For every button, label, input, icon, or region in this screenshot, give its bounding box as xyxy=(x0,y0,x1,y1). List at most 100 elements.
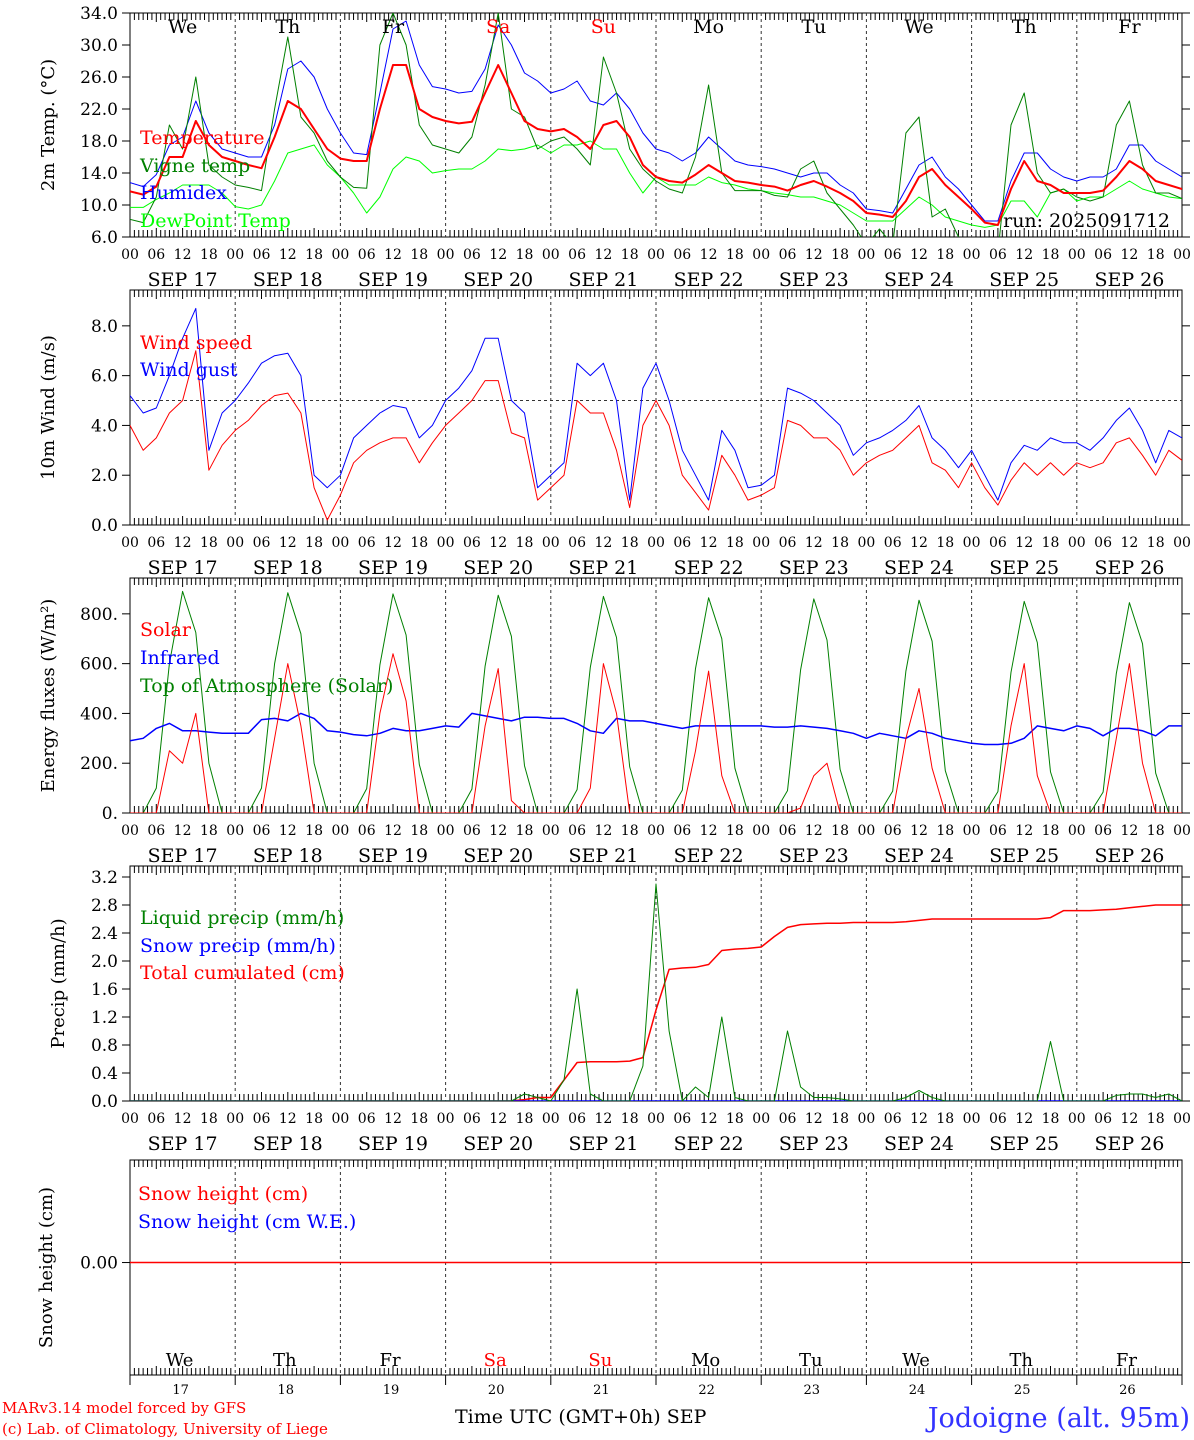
day-name: Th xyxy=(273,1350,297,1371)
day-name: We xyxy=(904,16,933,38)
hour-label: 12 xyxy=(1120,247,1138,263)
y-axis-title: 2m Temp. (°C) xyxy=(38,59,59,191)
hour-label: 12 xyxy=(594,1111,612,1127)
day-name: We xyxy=(168,16,197,38)
y-tick-label: 2.8 xyxy=(91,896,118,916)
legend-entry: Temperature xyxy=(140,127,264,149)
y-tick-label: 2.0 xyxy=(91,466,118,486)
hour-label: 18 xyxy=(726,535,744,551)
hour-label: 18 xyxy=(305,823,323,839)
hour-label: 06 xyxy=(989,247,1007,263)
hour-label: 00 xyxy=(121,1111,139,1127)
legend-entry: Liquid precip (mm/h) xyxy=(140,907,344,929)
y-tick-label: 0. xyxy=(102,804,118,824)
date-label: SEP 21 xyxy=(568,269,638,291)
date-label: SEP 23 xyxy=(779,557,849,579)
hour-label: 06 xyxy=(147,1111,165,1127)
hour-label: 06 xyxy=(989,823,1007,839)
hour-label: 06 xyxy=(568,535,586,551)
hour-label: 00 xyxy=(542,823,560,839)
hour-label: 12 xyxy=(910,535,928,551)
hour-label: 18 xyxy=(1147,535,1165,551)
hour-label: 12 xyxy=(700,247,718,263)
hour-label: 18 xyxy=(1147,247,1165,263)
panel-1: 6.0 10.0 14.0 18.0 22.0 26.0 30.0 34.0 2m Temp. … xyxy=(38,4,1191,291)
hour-label: 00 xyxy=(1068,823,1086,839)
date-label: SEP 23 xyxy=(779,845,849,867)
plot-frame xyxy=(129,12,1183,238)
y-axis-title: Precip (mm/h) xyxy=(48,918,69,1048)
hour-label: 06 xyxy=(358,247,376,263)
hour-label: 06 xyxy=(884,823,902,839)
hour-label: 06 xyxy=(147,535,165,551)
day-number: 24 xyxy=(909,1383,926,1398)
y-tick-label: 1.2 xyxy=(91,1008,118,1028)
hour-label: 12 xyxy=(279,247,297,263)
y-tick-label: 2.0 xyxy=(91,952,118,972)
y-tick-label: 14.0 xyxy=(80,164,118,184)
series-line-top-of-atmosphere-solar- xyxy=(130,590,1182,813)
hour-label: 00 xyxy=(437,823,455,839)
day-name: Su xyxy=(591,16,616,38)
panel-5: 0.00 Snow height (cm) Snow height (cm) Snow… xyxy=(36,1159,1190,1376)
series-line-wind-speed xyxy=(130,350,1182,521)
hour-label: 00 xyxy=(963,1111,981,1127)
hour-label: 18 xyxy=(305,1111,323,1127)
hour-label: 12 xyxy=(384,1111,402,1127)
hour-label: 12 xyxy=(384,535,402,551)
date-label: SEP 20 xyxy=(463,557,533,579)
hour-label: 00 xyxy=(647,247,665,263)
date-label: SEP 25 xyxy=(989,557,1059,579)
date-label: SEP 25 xyxy=(989,1133,1059,1155)
day-number: 18 xyxy=(278,1383,295,1398)
hour-label: 06 xyxy=(673,1111,691,1127)
hour-label: 06 xyxy=(568,247,586,263)
date-label: SEP 19 xyxy=(358,269,428,291)
hour-label: 06 xyxy=(779,535,797,551)
hour-label: 00 xyxy=(226,535,244,551)
run-label: run: 2025091712 xyxy=(1003,210,1170,232)
date-label: SEP 19 xyxy=(358,557,428,579)
hour-label: 12 xyxy=(489,535,507,551)
hour-label: 18 xyxy=(1042,823,1060,839)
date-label: SEP 24 xyxy=(884,845,954,867)
hour-label: 12 xyxy=(279,535,297,551)
hour-label: 06 xyxy=(884,247,902,263)
hour-label: 12 xyxy=(805,1111,823,1127)
hour-label: 06 xyxy=(1094,247,1112,263)
date-label: SEP 26 xyxy=(1094,269,1164,291)
legend-entry: Infrared xyxy=(140,647,220,669)
y-tick-label: 18.0 xyxy=(80,132,118,152)
series-line-vigne-temp xyxy=(130,13,1182,237)
hour-label: 00 xyxy=(542,535,560,551)
hour-label: 00 xyxy=(542,247,560,263)
date-label: SEP 24 xyxy=(884,1133,954,1155)
date-label: SEP 26 xyxy=(1094,845,1164,867)
hour-label: 12 xyxy=(594,535,612,551)
hour-label: 12 xyxy=(700,535,718,551)
hour-label: 18 xyxy=(305,535,323,551)
day-name: Mo xyxy=(693,16,724,38)
y-tick-label: 2.4 xyxy=(91,924,118,944)
hour-label: 06 xyxy=(1094,1111,1112,1127)
hour-label: 12 xyxy=(805,247,823,263)
day-name: Fr xyxy=(1118,16,1141,38)
hour-label: 12 xyxy=(279,1111,297,1127)
hour-label: 18 xyxy=(516,1111,534,1127)
date-label: SEP 23 xyxy=(779,269,849,291)
date-label: SEP 22 xyxy=(674,557,744,579)
hour-label: 18 xyxy=(1042,247,1060,263)
y-axis-title: 10m Wind (m/s) xyxy=(38,335,59,480)
hour-label: 00 xyxy=(857,823,875,839)
series-line-temperature xyxy=(130,64,1182,226)
hour-label: 06 xyxy=(989,535,1007,551)
hour-label: 00 xyxy=(1068,535,1086,551)
hour-label: 06 xyxy=(147,247,165,263)
hour-label: 00 xyxy=(542,1111,560,1127)
hour-label: 18 xyxy=(200,1111,218,1127)
hour-label: 00 xyxy=(226,823,244,839)
hour-label: 18 xyxy=(831,823,849,839)
date-label: SEP 26 xyxy=(1094,557,1164,579)
hour-label: 18 xyxy=(621,535,639,551)
lab-credit: (c) Lab. of Climatology, University of L… xyxy=(2,1420,328,1438)
